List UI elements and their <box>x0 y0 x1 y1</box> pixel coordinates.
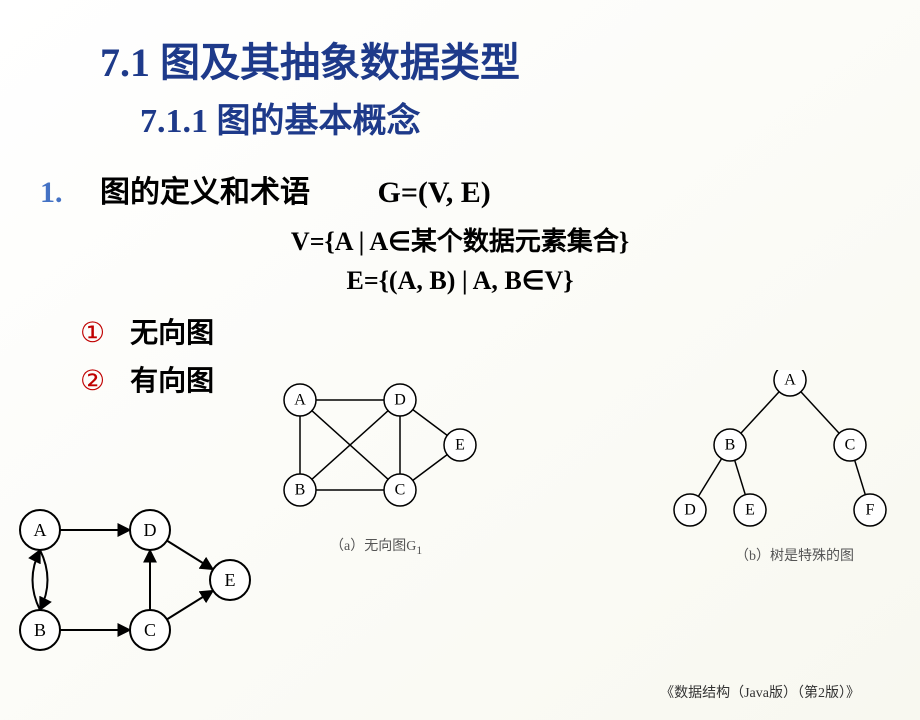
caption-a: （a）无向图G1 <box>330 535 422 557</box>
svg-text:A: A <box>784 372 796 389</box>
formula-e: E={(A, B) | A, B∈V} <box>0 266 920 296</box>
svg-text:B: B <box>725 437 736 454</box>
caption-b: （b）树是特殊的图 <box>735 545 854 565</box>
diagram-area: A D B C E A B C D E F A D B C E （a）无向图G1 （b）树是特殊的图 <box>0 370 920 690</box>
main-title: 7.1 图及其抽象数据类型 <box>100 30 920 88</box>
svg-text:C: C <box>144 620 156 640</box>
svg-text:D: D <box>144 520 157 540</box>
formula-g: G=(V, E) <box>378 176 491 209</box>
sub-title: 7.1.1 图的基本概念 <box>140 93 920 142</box>
svg-text:E: E <box>745 502 755 519</box>
svg-text:E: E <box>225 570 236 590</box>
item-text: 无向图 <box>130 318 214 349</box>
section-line: 1. 图的定义和术语 G=(V, E) <box>40 167 920 211</box>
section-heading: 图的定义和术语 <box>100 176 310 209</box>
list-item: ① 无向图 <box>80 311 920 351</box>
svg-text:D: D <box>684 502 696 519</box>
section-number: 1. <box>40 176 63 209</box>
svg-text:B: B <box>34 620 46 640</box>
directed-graph: A D B C E <box>0 370 270 670</box>
svg-text:A: A <box>34 520 47 540</box>
svg-text:F: F <box>866 502 875 519</box>
svg-text:C: C <box>845 437 856 454</box>
footer-text: 《数据结构（Java版）（第2版）》 <box>660 682 860 702</box>
formula-v: V={A | A∈某个数据元素集合} <box>0 221 920 258</box>
item-marker: ① <box>80 318 105 349</box>
